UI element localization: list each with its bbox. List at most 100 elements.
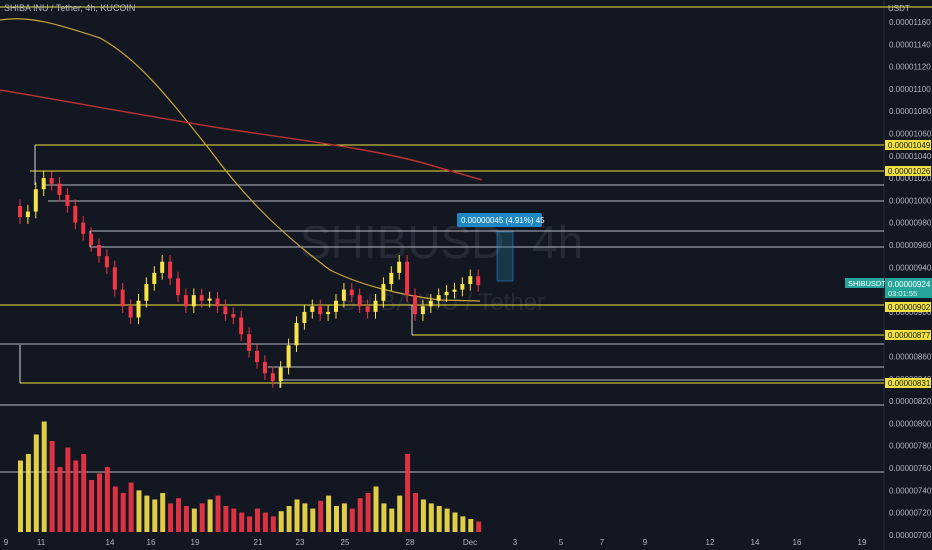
time-tick-label: 9 <box>643 538 648 547</box>
candle-body <box>294 323 299 346</box>
time-tick-label: 16 <box>147 538 156 547</box>
time-tick-label: 9 <box>4 538 9 547</box>
volume-bar <box>436 506 442 532</box>
level-price-tags: 0.00001049 0.00001026 0.00000902 0.00000877… <box>885 140 931 388</box>
ma-slow-line <box>0 89 483 181</box>
candle-body <box>318 306 323 315</box>
candle-body <box>81 222 86 234</box>
volume-bar <box>120 493 126 532</box>
volume-bar <box>476 521 482 532</box>
volume-bar <box>389 508 395 532</box>
ma-fast-line <box>0 18 481 302</box>
volume-bar <box>286 506 292 532</box>
candle-body <box>144 284 149 301</box>
volume-bar <box>81 454 87 532</box>
level-tag-label: 0.00000877 <box>888 331 931 340</box>
price-tick-label: 0.00001080 <box>889 107 932 116</box>
watermark-name: SHIBA INU / Tether <box>340 289 545 316</box>
volume-bar <box>97 473 102 532</box>
candle-body <box>191 295 196 307</box>
volume-bar <box>136 490 142 532</box>
candle-body <box>247 334 252 351</box>
price-tick-label: 0.00000800 <box>889 419 932 428</box>
price-tick-label: 0.00000900 <box>889 308 932 317</box>
horizontal-levels <box>0 6 932 473</box>
price-tick-label: 0.00001060 <box>889 130 932 139</box>
candle-body <box>120 289 125 307</box>
price-tick-label: 0.00000860 <box>889 353 932 362</box>
price-tag-value: 0.00000924 <box>888 280 931 289</box>
volume-bars <box>18 421 482 532</box>
time-tick-label: 11 <box>37 538 46 547</box>
volume-bar <box>326 495 332 532</box>
candle-body <box>302 311 307 324</box>
price-tick-label: 0.00000940 <box>889 263 932 272</box>
volume-bar <box>452 512 458 532</box>
candle-body <box>326 311 331 315</box>
candle-body <box>65 194 70 206</box>
volume-bar <box>247 516 253 532</box>
candle-body <box>310 306 315 312</box>
volume-bar <box>397 495 403 532</box>
volume-bar <box>160 493 166 532</box>
price-tick-label: 0.00001100 <box>889 85 931 94</box>
candle-body <box>476 276 481 286</box>
candle-body <box>381 284 386 301</box>
volume-bar <box>57 467 63 532</box>
volume-bar <box>73 460 79 532</box>
price-tick-label: 0.00001160 <box>889 18 931 27</box>
price-tick-label: 0.00000820 <box>889 397 932 406</box>
candle-body <box>397 261 402 273</box>
candle-body <box>89 233 94 245</box>
volume-bar <box>176 498 181 532</box>
price-tick-label: 0.00001120 <box>889 63 931 72</box>
time-tick-label: 21 <box>254 538 263 547</box>
measure-label-box <box>457 213 542 227</box>
price-tick-label: 0.00000700 <box>889 531 932 540</box>
candle-body <box>373 300 378 312</box>
level-tag-box <box>885 378 931 388</box>
volume-bar <box>215 495 221 532</box>
level-tag-label: 0.00000831 <box>888 379 931 388</box>
volume-bar <box>112 486 118 532</box>
volume-bar <box>25 454 31 532</box>
candle-body <box>207 298 212 301</box>
volume-bar <box>191 508 197 532</box>
candle-body <box>420 306 425 315</box>
level-tag-box <box>885 166 931 176</box>
price-tag-countdown: 03:01:55 <box>888 289 917 298</box>
measure-label: 0.00000045 (4.91%) 45 <box>461 216 545 225</box>
currency-label: USDT <box>888 4 910 13</box>
candle-body <box>334 300 338 312</box>
candle-body <box>231 314 236 318</box>
candle-body <box>452 289 457 292</box>
candle-body <box>278 367 283 382</box>
level-tag-label: 0.00001026 <box>888 167 931 176</box>
volume-bar <box>183 506 189 532</box>
volume-bar <box>302 503 308 532</box>
price-tick-label: 0.00000740 <box>889 486 932 495</box>
measure-tool[interactable]: 0.00000045 (4.91%) 45 <box>457 213 545 282</box>
volume-bar <box>373 486 379 532</box>
candle-body <box>183 295 188 307</box>
volume-bar <box>199 503 205 532</box>
candle-body <box>73 205 78 223</box>
candle-body <box>112 267 117 290</box>
price-tick-label: 0.00001020 <box>889 174 932 183</box>
candle-body <box>199 295 204 301</box>
measure-range <box>496 231 514 282</box>
volume-bar <box>152 499 158 532</box>
time-tick-label: 7 <box>600 538 605 547</box>
volume-bar <box>128 482 134 532</box>
time-tick-label: 25 <box>341 538 350 547</box>
level-tag-label: 0.00000902 <box>888 303 931 312</box>
volume-bar <box>65 447 71 532</box>
candle-body <box>18 205 22 218</box>
volume-bar <box>428 503 434 532</box>
price-tick-label: 0.00000980 <box>889 219 932 228</box>
candle-body <box>41 178 46 190</box>
candle-body <box>128 306 133 318</box>
current-price-tag: SHIBUSDT 0.00000924 03:01:55 <box>845 278 932 298</box>
